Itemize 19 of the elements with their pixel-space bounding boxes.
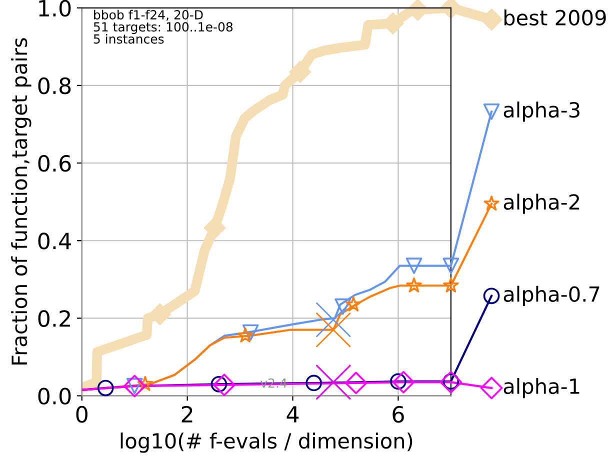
annotation: v2.4 — [260, 378, 287, 388]
x-tick-label: 2 — [182, 406, 192, 422]
x-tick-label: 4 — [286, 406, 299, 422]
x-tick-label: 0 — [76, 406, 88, 423]
y-tick-label: 1.0 — [39, 0, 71, 17]
x-tick-label: 6 — [392, 406, 404, 423]
legend-label: alpha-0.7 — [504, 286, 600, 306]
y-tick-label: 0.8 — [38, 77, 71, 94]
y-tick-label: 0.4 — [38, 232, 71, 250]
annotation: bbob f1-f24, 20-D 51 targets: 100..1e-08 5 instances — [94, 10, 233, 44]
legend-label: alpha-1 — [504, 378, 580, 398]
y-tick-label: 0.2 — [38, 310, 70, 327]
y-tick-label: 0.0 — [38, 388, 71, 405]
y-axis-title: Fraction of function,target pairs — [11, 38, 32, 364]
legend-label: alpha-2 — [504, 194, 580, 214]
legend-label: alpha-3 — [504, 102, 580, 122]
x-axis-title: log10(# f-evals / dimension) — [120, 432, 412, 453]
legend-label: best 2009 — [504, 9, 606, 26]
y-tick-label: 0.6 — [38, 155, 71, 172]
